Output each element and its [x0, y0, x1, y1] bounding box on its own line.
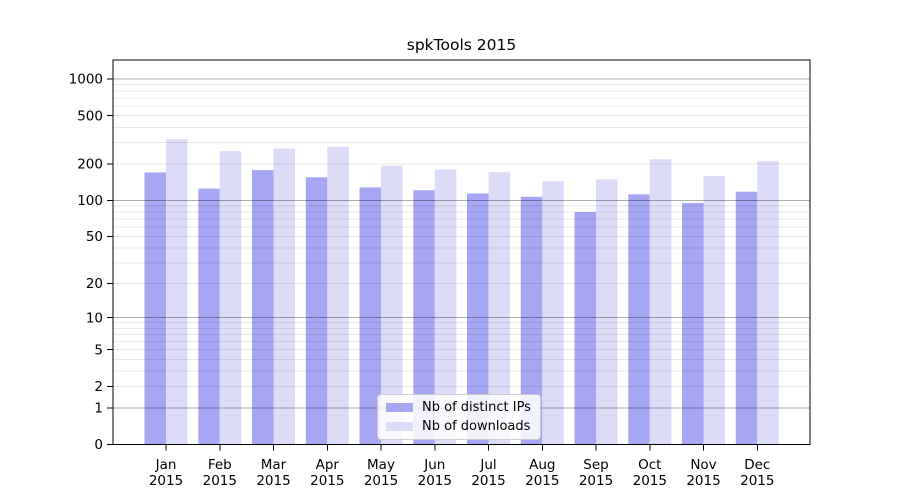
legend-swatch-distinct-ips — [386, 403, 413, 412]
bar-ips-sep — [574, 212, 596, 445]
bar-ips-may — [359, 187, 381, 445]
x-tick-label-year: 2015 — [149, 473, 183, 489]
bar-ips-apr — [305, 177, 328, 445]
bar-ips-jun — [413, 190, 435, 445]
chart-title: spkTools 2015 — [406, 36, 517, 54]
x-tick-label-month: Nov — [690, 457, 716, 473]
y-axis: 0 1 2 5 10 20 50 100 200 500 1000 — [69, 72, 113, 453]
bar-downloads-jan — [166, 139, 188, 445]
y-tick-label: 20 — [86, 276, 103, 292]
x-tick-label-year: 2015 — [633, 473, 667, 489]
x-tick-label-month: Jun — [423, 457, 445, 473]
legend-label-distinct-ips: Nb of distinct IPs — [422, 400, 531, 415]
x-tick-label-month: May — [367, 457, 395, 473]
x-tick-label-year: 2015 — [740, 473, 774, 489]
bar-downloads-aug — [542, 181, 564, 445]
x-tick-label-month: Dec — [744, 457, 770, 473]
y-tick-label: 5 — [94, 342, 103, 358]
legend-item-distinct-ips: Nb of distinct IPs — [386, 400, 531, 415]
y-tick-label: 1 — [94, 401, 103, 417]
bar-downloads-nov — [703, 176, 725, 445]
bar-ips-mar — [252, 170, 274, 445]
x-tick-label-year: 2015 — [310, 473, 344, 489]
legend-label-downloads: Nb of downloads — [422, 419, 531, 434]
x-tick-label-year: 2015 — [686, 473, 720, 489]
bars-group — [144, 139, 779, 445]
x-tick-label-year: 2015 — [525, 473, 559, 489]
x-tick-label-month: Jan — [155, 457, 177, 473]
bar-downloads-may — [381, 165, 403, 445]
x-tick-label-month: Apr — [316, 457, 340, 473]
y-tick-label: 2 — [94, 379, 103, 395]
x-tick-label-month: Sep — [583, 457, 608, 473]
legend-swatch-downloads — [386, 422, 413, 431]
bar-downloads-feb — [219, 151, 242, 445]
y-tick-label: 200 — [77, 157, 103, 173]
x-tick-label-month: Aug — [529, 457, 555, 473]
bar-downloads-apr — [327, 146, 349, 445]
x-tick-label-year: 2015 — [471, 473, 505, 489]
x-tick-label-year: 2015 — [579, 473, 613, 489]
x-tick-label-month: Oct — [638, 457, 661, 473]
y-tick-label: 0 — [94, 437, 103, 453]
x-tick-label-month: Mar — [261, 457, 287, 473]
bar-ips-feb — [198, 188, 220, 445]
y-tick-label: 10 — [86, 310, 103, 326]
x-axis: Jan2015Feb2015Mar2015Apr2015May2015Jun20… — [149, 444, 774, 489]
x-tick-label-year: 2015 — [256, 473, 290, 489]
bar-ips-dec — [735, 191, 758, 445]
bar-downloads-jul — [488, 172, 510, 445]
bar-ips-aug — [520, 196, 543, 445]
bar-ips-oct — [628, 194, 650, 445]
x-tick-label-month: Feb — [208, 457, 232, 473]
bar-downloads-oct — [649, 159, 672, 445]
y-tick-label: 100 — [77, 193, 103, 209]
bar-downloads-jun — [434, 169, 457, 445]
bar-downloads-dec — [757, 161, 779, 445]
bar-downloads-mar — [273, 148, 295, 445]
legend: Nb of distinct IPs Nb of downloads — [377, 394, 541, 440]
x-tick-label-year: 2015 — [418, 473, 452, 489]
legend-item-downloads: Nb of downloads — [386, 419, 531, 434]
y-tick-label: 50 — [86, 229, 103, 245]
x-tick-label-year: 2015 — [364, 473, 398, 489]
x-tick-label-year: 2015 — [203, 473, 237, 489]
bar-ips-jul — [467, 193, 489, 445]
y-tick-label: 1000 — [69, 72, 103, 88]
y-tick-label: 500 — [77, 108, 103, 124]
plot-border — [112, 59, 811, 445]
bar-ips-jan — [144, 172, 166, 445]
x-tick-label-month: Jul — [479, 457, 496, 473]
bar-ips-nov — [682, 203, 704, 445]
gridlines — [113, 78, 810, 409]
bar-downloads-sep — [596, 179, 618, 445]
